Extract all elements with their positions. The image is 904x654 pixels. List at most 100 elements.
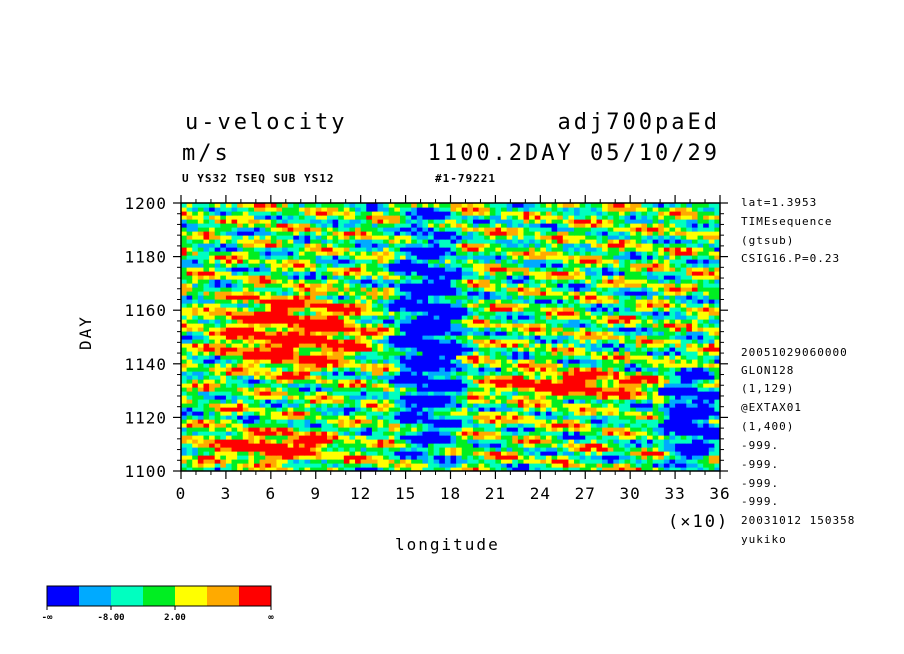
heatmap-cell [562, 275, 569, 280]
heatmap-cell [456, 379, 463, 384]
heatmap-cell [186, 303, 193, 308]
heatmap-cell [545, 339, 553, 344]
heatmap-cell [703, 371, 710, 376]
heatmap-cell [270, 359, 278, 364]
heatmap-cell [579, 439, 586, 444]
heatmap-cell [276, 455, 283, 460]
heatmap-cell [680, 271, 687, 276]
heatmap-cell [618, 307, 626, 312]
heatmap-cell [192, 375, 199, 380]
heatmap-cell [478, 395, 485, 400]
heatmap-cell [590, 343, 598, 348]
heatmap-cell [562, 323, 569, 328]
heatmap-cell [579, 279, 586, 284]
heatmap-cell [321, 279, 328, 284]
heatmap-cell [304, 427, 311, 432]
heatmap-cell [658, 267, 665, 272]
side-info2-9: 20031012 150358 [741, 514, 856, 527]
heatmap-cell [562, 423, 569, 428]
heatmap-cell [433, 315, 440, 320]
heatmap-cell [585, 427, 592, 432]
heatmap-cell [647, 395, 654, 400]
heatmap-cell [253, 331, 261, 336]
heatmap-cell [545, 263, 553, 268]
heatmap-cell [686, 347, 693, 352]
heatmap-cell [186, 363, 193, 368]
heatmap-cell [366, 391, 373, 396]
heatmap-cell [444, 331, 452, 336]
heatmap-cell [641, 435, 648, 440]
heatmap-cell [602, 295, 609, 300]
heatmap-cell [237, 263, 244, 268]
heatmap-cell [456, 411, 463, 416]
heatmap-cell [467, 267, 474, 272]
heatmap-cell [248, 327, 255, 332]
heatmap-cell [332, 303, 339, 308]
heatmap-cell [304, 435, 311, 440]
heatmap-cell [405, 395, 412, 400]
heatmap-cell [242, 439, 249, 444]
heatmap-cell [428, 443, 435, 448]
heatmap-cell [647, 287, 654, 292]
heatmap-cell [506, 343, 513, 348]
heatmap-cell [186, 295, 193, 300]
heatmap-cell [197, 323, 205, 328]
heatmap-cell [270, 275, 278, 280]
heatmap-cell [349, 291, 356, 296]
heatmap-cell [495, 291, 502, 296]
heatmap-cell [355, 375, 362, 380]
heatmap-cell [366, 443, 373, 448]
heatmap-cell [703, 367, 710, 372]
heatmap-cell [545, 439, 553, 444]
heatmap-cell [545, 347, 553, 352]
heatmap-cell [197, 463, 205, 468]
heatmap-cell [574, 451, 581, 456]
heatmap-cell [551, 335, 558, 340]
heatmap-cell [562, 315, 569, 320]
heatmap-cell [691, 451, 699, 456]
heatmap-cell [366, 407, 373, 412]
heatmap-cell [388, 323, 395, 328]
heatmap-cell [366, 439, 373, 444]
heatmap-cell [326, 395, 334, 400]
heatmap-cell [647, 327, 654, 332]
heatmap-cell [574, 399, 581, 404]
heatmap-cell [635, 343, 642, 348]
heatmap-cell [663, 327, 671, 332]
heatmap-cell [220, 455, 227, 460]
heatmap-cell [220, 363, 227, 368]
heatmap-cell [596, 411, 603, 416]
heatmap-cell [675, 331, 682, 336]
heatmap-cell [399, 387, 407, 392]
heatmap-cell [669, 435, 676, 440]
heatmap-cell [562, 443, 569, 448]
heatmap-cell [613, 295, 620, 300]
heatmap-cell [416, 379, 424, 384]
heatmap-cell [394, 375, 401, 380]
heatmap-cell [186, 391, 193, 396]
heatmap-cell [399, 267, 407, 272]
heatmap-cell [231, 359, 238, 364]
heatmap-cell [590, 355, 598, 360]
heatmap-cell [237, 275, 244, 280]
heatmap-cell [506, 263, 513, 268]
heatmap-cell [607, 347, 614, 352]
heatmap-cell [652, 383, 659, 388]
heatmap-cell [602, 463, 609, 468]
heatmap-cell [209, 315, 216, 320]
heatmap-cell [225, 395, 233, 400]
heatmap-cell [209, 371, 216, 376]
heatmap-cell [618, 287, 626, 292]
heatmap-cell [214, 399, 221, 404]
heatmap-cell [461, 391, 468, 396]
heatmap-cell [545, 443, 553, 448]
heatmap-cell [618, 271, 626, 276]
heatmap-cell [253, 431, 261, 436]
heatmap-cell [574, 267, 581, 272]
heatmap-cell [214, 435, 221, 440]
heatmap-cell [557, 291, 564, 296]
heatmap-cell [545, 371, 553, 376]
heatmap-cell [405, 427, 412, 432]
heatmap-cell [489, 307, 497, 312]
heatmap-cell [680, 367, 687, 372]
